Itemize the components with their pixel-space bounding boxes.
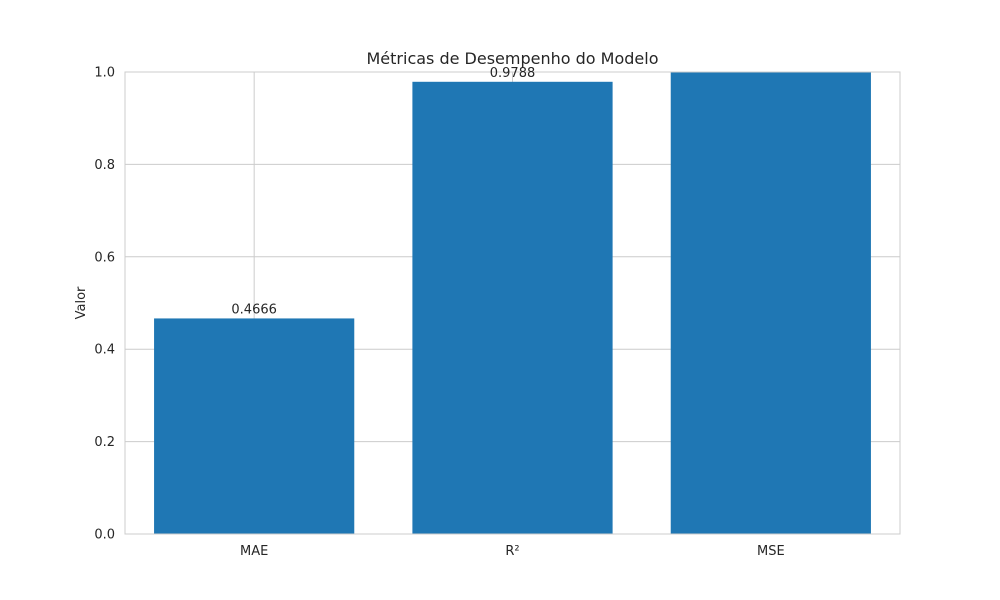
bar-value-label: 0.9788 [490, 66, 536, 81]
bar-data-labels: 0.4666 0.9788 [231, 66, 535, 318]
bar-3 [670, 72, 871, 534]
x-tick-label: MSE [757, 544, 785, 559]
y-tick-label: 0.0 [94, 528, 115, 543]
y-tick-label: 0.4 [94, 343, 115, 358]
x-tick-label: R² [505, 544, 519, 559]
x-tick-label: MAE [240, 544, 268, 559]
y-tick-label: 0.2 [94, 435, 115, 450]
y-tick-labels: 0.0 0.2 0.4 0.6 0.8 1.0 [94, 66, 115, 543]
y-axis-title: Valor [74, 286, 89, 319]
bar-value-label: 0.4666 [231, 302, 277, 317]
y-tick-label: 1.0 [94, 66, 115, 81]
plot-frame [124, 71, 901, 535]
bars [154, 72, 871, 534]
y-tick-label: 0.6 [94, 250, 115, 265]
y-tick-label: 0.8 [94, 158, 115, 173]
chart-title: Métricas de Desempenho do Modelo [367, 49, 659, 68]
x-tick-labels: MAE R² MSE [240, 544, 785, 559]
bar-2 [412, 81, 613, 534]
bar-1 [154, 318, 355, 534]
